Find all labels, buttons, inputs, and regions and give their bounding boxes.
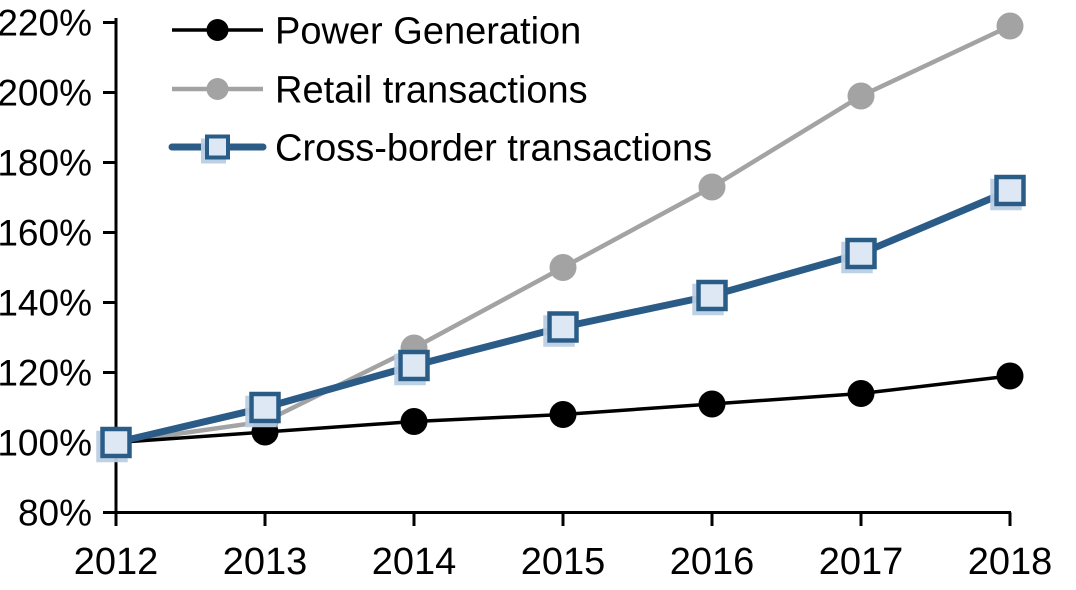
x-axis-tick-label: 2017 xyxy=(819,541,904,583)
marker-cross-border-transactions-2017 xyxy=(845,237,877,270)
legend-marker-power-generation xyxy=(206,19,229,41)
marker-power-generation-2013 xyxy=(251,418,279,446)
marker-cross-border-transactions-2013 xyxy=(249,391,281,424)
x-axis-tick-label: 2018 xyxy=(968,541,1053,583)
marker-power-generation-2015 xyxy=(549,401,577,428)
marker-cross-border-transactions-2012 xyxy=(100,426,132,459)
legend-label-power-generation: Power Generation xyxy=(275,11,581,53)
x-axis-tick-label: 2012 xyxy=(74,541,159,583)
marker-power-generation-2016 xyxy=(698,390,726,418)
y-axis-tick-label: 160% xyxy=(0,213,92,254)
marker-power-generation-2018 xyxy=(996,362,1024,390)
y-axis-tick-label: 200% xyxy=(0,73,92,114)
x-axis-tick-label: 2015 xyxy=(521,541,606,583)
marker-cross-border-transactions-2014 xyxy=(398,349,430,382)
marker-retail-transactions-2015 xyxy=(549,254,577,281)
marker-cross-border-transactions-2018 xyxy=(994,174,1026,207)
y-axis-tick-label: 140% xyxy=(0,283,92,324)
marker-cross-border-transactions-2016 xyxy=(696,279,728,312)
legend-marker-retail-transactions xyxy=(206,78,229,100)
marker-power-generation-2017 xyxy=(847,380,875,407)
legend-marker-cross-border-transactions xyxy=(205,134,230,160)
x-axis-tick-label: 2013 xyxy=(223,541,308,583)
legend-label-retail-transactions: Retail transactions xyxy=(275,70,588,112)
y-axis-tick-label: 120% xyxy=(0,353,92,394)
marker-power-generation-2014 xyxy=(400,408,428,435)
marker-retail-transactions-2017 xyxy=(847,82,875,110)
legend-label-cross-border-transactions: Cross-border transactions xyxy=(275,128,712,170)
y-axis-tick-label: 180% xyxy=(0,143,92,184)
x-axis-tick-label: 2014 xyxy=(372,541,457,583)
marker-retail-transactions-2018 xyxy=(996,12,1024,40)
marker-cross-border-transactions-2015 xyxy=(547,311,579,343)
y-axis-tick-label: 100% xyxy=(0,423,92,464)
y-axis-tick-label: 80% xyxy=(18,493,92,534)
marker-retail-transactions-2016 xyxy=(698,173,726,201)
y-axis-tick-label: 220% xyxy=(0,3,92,44)
x-axis-tick-label: 2016 xyxy=(670,541,755,583)
